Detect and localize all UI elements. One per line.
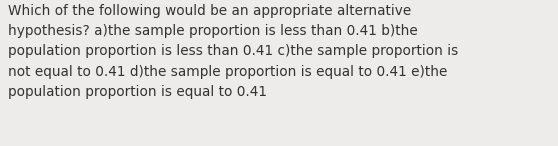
- Text: Which of the following would be an appropriate alternative
hypothesis? a)the sam: Which of the following would be an appro…: [8, 4, 459, 99]
